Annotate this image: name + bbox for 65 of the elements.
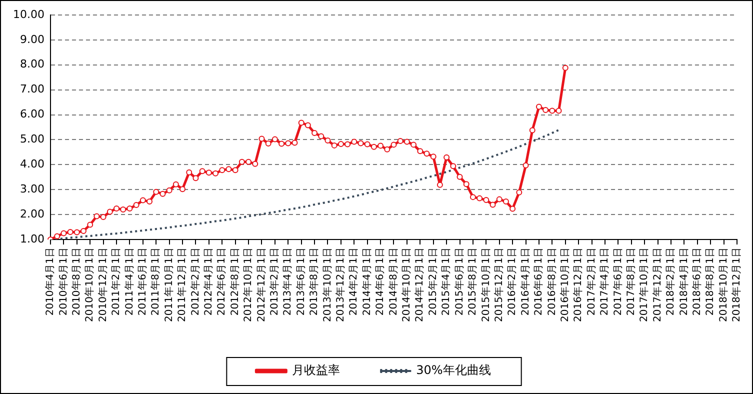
x-tick-label: 2016年6月1日 [532, 247, 545, 316]
y-tick-label: 4.00 [20, 158, 44, 170]
x-tick-label: 2013年2月1日 [268, 247, 281, 316]
y-tick-label: 6.00 [20, 108, 44, 121]
x-tick-label: 2016年10月1日 [558, 247, 571, 322]
x-tick-label: 2015年4月1日 [440, 247, 452, 316]
y-tick-label: 5.00 [20, 132, 44, 146]
x-tick-label: 2014年2月1日 [348, 247, 360, 316]
x-tick-label: 2013年8月1日 [308, 247, 320, 316]
x-tick-label: 2012年12月1日 [255, 247, 268, 322]
x-tick-label: 2014年4月1日 [360, 247, 373, 316]
x-tick-label: 2010年12月1日 [96, 247, 109, 322]
x-tick-label: 2016年2月1日 [506, 247, 518, 316]
y-tick-label: 2.00 [20, 207, 44, 220]
x-tick-label: 2017年6月1日 [612, 247, 624, 316]
x-tick-label: 2011年10月1日 [162, 247, 175, 322]
x-tick-label: 2014年10月1日 [400, 247, 413, 322]
y-tick-label: 1.00 [20, 232, 44, 246]
y-tick-label: 9.00 [20, 32, 44, 46]
x-tick-label: 2015年8月1日 [466, 247, 479, 316]
x-tick-label: 2010年10月1日 [84, 247, 96, 322]
x-tick-label: 2017年4月1日 [598, 247, 611, 316]
x-tick-label: 2018年6月1日 [690, 247, 703, 316]
legend-label: 月收益率 [292, 363, 340, 378]
x-tick-label: 2011年12月1日 [176, 247, 188, 322]
x-tick-label: 2011年2月1日 [110, 247, 122, 316]
x-tick-label: 2015年12月1日 [492, 247, 505, 322]
x-tick-label: 2017年12月1日 [651, 247, 664, 322]
x-tick-label: 2010年8月1日 [70, 247, 82, 316]
y-tick-label: 10.00 [12, 8, 44, 21]
x-tick-label: 2018年8月1日 [704, 247, 716, 316]
x-tick-label: 2018年2月1日 [664, 247, 677, 316]
x-tick-label: 2016年4月1日 [519, 247, 532, 316]
x-tick-label: 2010年6月1日 [57, 247, 70, 316]
x-tick-label: 2017年8月1日 [624, 247, 637, 316]
x-tick-label: 2012年4月1日 [202, 247, 215, 316]
x-tick-label: 2014年12月1日 [414, 247, 426, 322]
x-tick-label: 2018年10月1日 [717, 247, 730, 322]
x-tick-label: 2016年8月1日 [546, 247, 558, 316]
x-tick-label: 2013年10月1日 [321, 247, 334, 322]
x-tick-label: 2015年2月1日 [426, 247, 439, 316]
x-tick-label: 2010年4月1日 [44, 247, 56, 316]
y-tick-label: 3.00 [20, 182, 44, 196]
x-tick-label: 2013年12月1日 [334, 247, 347, 322]
x-tick-label: 2018年12月1日 [730, 247, 743, 322]
x-tick-label: 2015年10月1日 [480, 247, 492, 322]
x-tick-label: 2011年4月1日 [123, 247, 136, 316]
x-tick-label: 2011年8月1日 [150, 247, 162, 316]
x-tick-label: 2013年4月1日 [282, 247, 294, 316]
y-tick-label: 8.00 [20, 58, 44, 71]
x-tick-label: 2014年6月1日 [374, 247, 386, 316]
x-tick-label: 2012年2月1日 [189, 247, 202, 316]
x-tick-label: 2015年6月1日 [453, 247, 466, 316]
x-tick-label: 2016年12月1日 [572, 247, 584, 322]
x-tick-label: 2012年8月1日 [228, 247, 241, 316]
legend-label: 30%年化曲线 [416, 363, 491, 378]
x-tick-label: 2017年2月1日 [585, 247, 598, 316]
x-tick-label: 2011年6月1日 [136, 247, 148, 316]
x-tick-label: 2013年6月1日 [294, 247, 307, 316]
x-tick-label: 2014年8月1日 [387, 247, 400, 316]
x-tick-label: 2017年10月1日 [638, 247, 650, 322]
x-tick-label: 2012年10月1日 [242, 247, 254, 322]
y-tick-label: 7.00 [20, 82, 44, 96]
x-tick-label: 2012年6月1日 [216, 247, 228, 316]
x-tick-label: 2018年4月1日 [678, 247, 690, 316]
